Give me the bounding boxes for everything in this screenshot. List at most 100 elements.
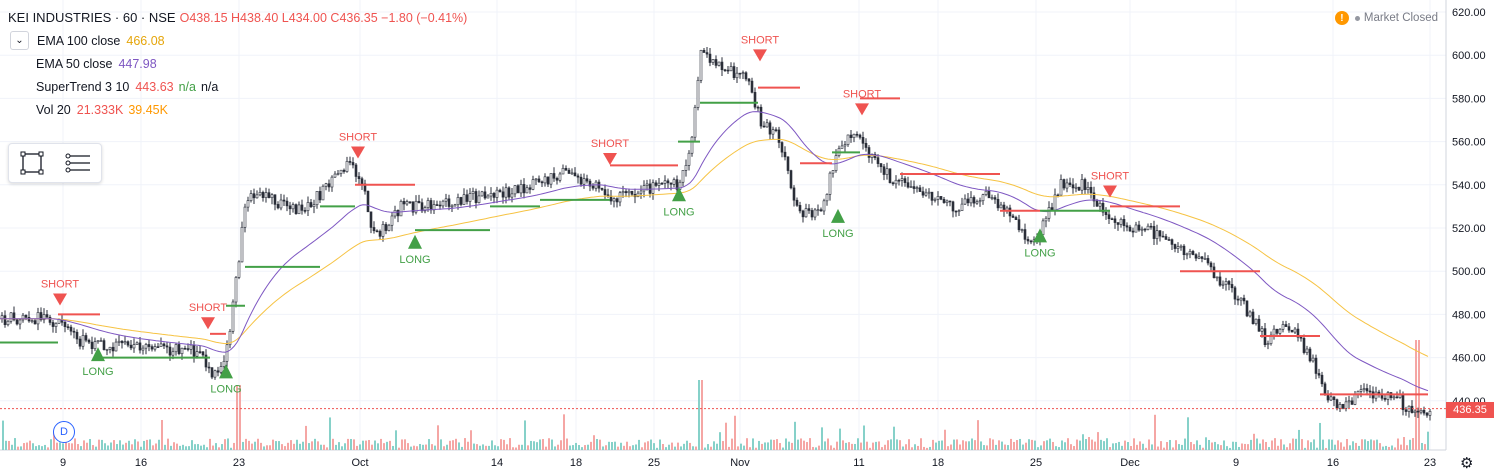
candle xyxy=(1257,318,1261,332)
volume-bar xyxy=(1013,441,1015,450)
market-status[interactable]: ! Market Closed xyxy=(1334,11,1438,25)
candle xyxy=(1206,258,1210,264)
volume-bar xyxy=(1115,443,1117,450)
candle xyxy=(204,354,208,368)
price-tick-label: 460.00 xyxy=(1452,353,1486,365)
candle xyxy=(393,210,397,217)
volume-bar xyxy=(611,442,613,450)
volume-bar xyxy=(587,444,589,450)
volume-bar xyxy=(890,439,892,450)
volume-bar xyxy=(197,444,199,450)
candle xyxy=(1317,373,1321,376)
candle xyxy=(1131,230,1135,233)
volume-bar xyxy=(956,439,958,450)
volume-bar xyxy=(26,442,28,450)
volume-bar xyxy=(794,421,796,450)
candle xyxy=(1335,399,1339,409)
candle xyxy=(573,172,577,177)
volume-bar xyxy=(668,444,670,450)
volume-bar xyxy=(1049,438,1051,450)
volume-bar xyxy=(440,439,442,450)
volume-bar xyxy=(887,440,889,450)
candle xyxy=(726,69,730,72)
candle xyxy=(405,201,409,205)
volume-bar xyxy=(938,440,940,450)
volume-bar xyxy=(455,438,457,450)
volume-bar xyxy=(74,438,76,450)
candle xyxy=(846,134,850,145)
volume-bar xyxy=(1052,441,1054,450)
candle xyxy=(762,125,766,128)
symbol-title[interactable]: KEI INDUSTRIES · 60 · NSE xyxy=(8,10,176,25)
volume-bar xyxy=(20,446,22,450)
volume-bar xyxy=(881,447,883,450)
rectangle-tool-icon[interactable] xyxy=(9,144,55,182)
ema100-line xyxy=(0,138,1429,357)
volume-bar xyxy=(263,446,265,450)
candle xyxy=(969,197,973,204)
volume-bar xyxy=(779,443,781,450)
horizontal-lines-tool-icon[interactable] xyxy=(55,144,101,182)
warning-icon[interactable]: ! xyxy=(1334,11,1349,25)
supertrend-row[interactable]: SuperTrend 3 10 443.63 n/a n/a xyxy=(8,75,467,98)
volume-bar xyxy=(350,438,352,450)
volume-bar xyxy=(557,444,559,450)
gear-icon[interactable]: ⚙ xyxy=(1460,455,1474,472)
short-signal-label: SHORT xyxy=(591,138,630,150)
candle xyxy=(912,186,916,189)
volume-bar xyxy=(281,444,283,450)
volume-bar xyxy=(548,438,550,450)
volume-bar xyxy=(8,440,10,450)
volume-bar xyxy=(284,446,286,450)
volume-bar xyxy=(917,445,919,450)
volume-bar xyxy=(1247,444,1249,450)
candle xyxy=(1311,357,1315,362)
volume-bar xyxy=(554,446,556,450)
dividend-marker-button[interactable]: D xyxy=(53,421,75,443)
volume-bar xyxy=(1040,445,1042,450)
candle xyxy=(1146,225,1150,230)
candle xyxy=(975,201,979,204)
ema50-row[interactable]: EMA 50 close 447.98 xyxy=(8,52,467,75)
time-tick-label: 25 xyxy=(648,457,660,469)
volume-bar xyxy=(1205,437,1207,450)
volume-bar xyxy=(1301,439,1303,450)
candle xyxy=(972,197,976,204)
volume-bar xyxy=(62,443,64,450)
volume-bar xyxy=(1397,438,1399,450)
short-signal-label: SHORT xyxy=(1091,170,1130,182)
candle xyxy=(312,204,316,207)
volume-bar xyxy=(140,446,142,450)
volume-bar xyxy=(242,441,244,450)
candle xyxy=(1188,251,1192,255)
candle xyxy=(378,230,382,237)
candle xyxy=(183,347,187,350)
candle xyxy=(333,173,337,178)
candle xyxy=(1359,389,1363,392)
volume-bar xyxy=(521,444,523,450)
volume-bar xyxy=(848,442,850,450)
candle xyxy=(1125,225,1129,228)
candle xyxy=(651,182,655,194)
price-tick-label: 480.00 xyxy=(1452,309,1486,321)
chevron-down-icon[interactable]: ⌄ xyxy=(10,31,29,50)
candle xyxy=(102,340,106,350)
candle xyxy=(549,173,553,185)
volume-bar xyxy=(1250,439,1252,450)
volume-bar xyxy=(203,444,205,450)
volume-bar xyxy=(1001,441,1003,450)
long-signal-label: LONG xyxy=(822,228,853,240)
candle xyxy=(300,204,304,211)
candle xyxy=(1155,230,1159,239)
volume-bar xyxy=(1364,439,1366,450)
candle xyxy=(1236,298,1240,301)
candle xyxy=(1425,412,1429,416)
candle xyxy=(1347,400,1351,403)
ema100-row[interactable]: ⌄ EMA 100 close 466.08 xyxy=(8,29,467,52)
volume-bar xyxy=(1259,443,1261,450)
volume-bar xyxy=(446,444,448,450)
volume-row[interactable]: Vol 20 21.333K 39.45K xyxy=(8,98,467,121)
volume-bar xyxy=(269,445,271,450)
candle xyxy=(1329,396,1333,401)
